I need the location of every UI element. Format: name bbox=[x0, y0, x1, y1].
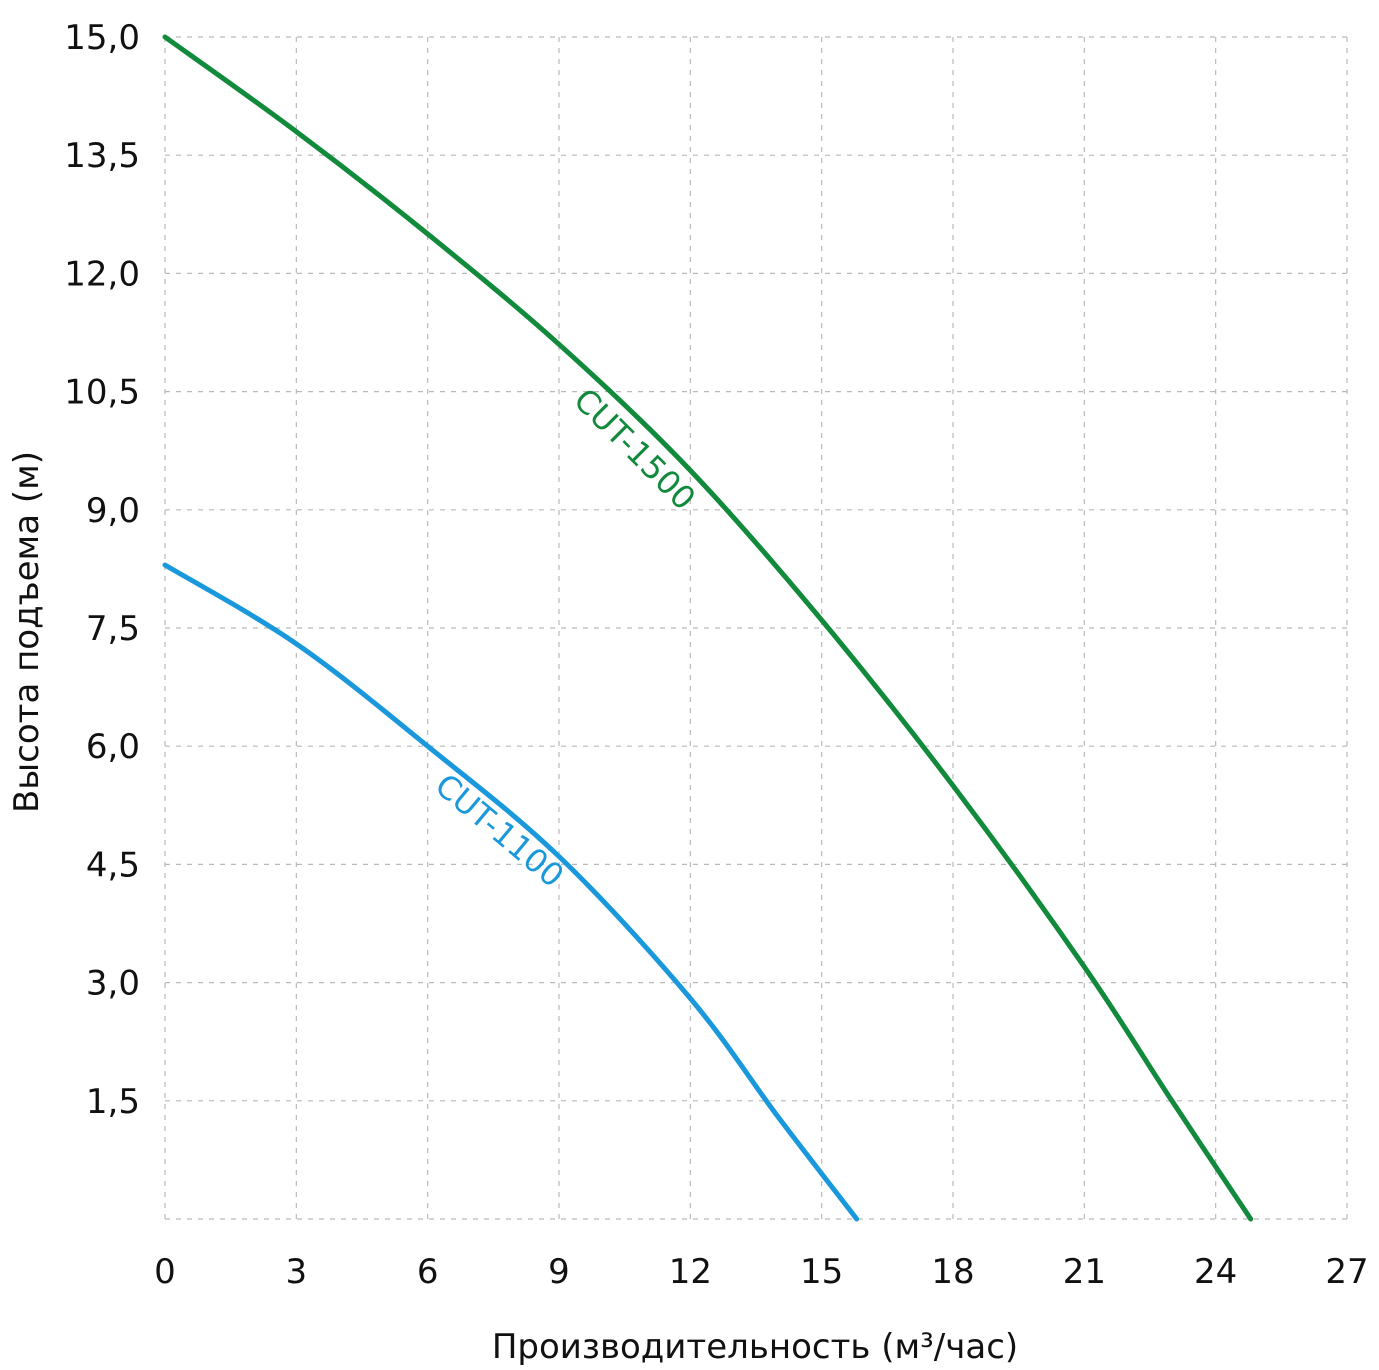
y-axis-ticks: 1,5 3,0 4,5 6,0 7,5 9,0 10,5 12,0 13,5 15,0 bbox=[64, 18, 140, 1122]
y-tick-label: 7,5 bbox=[86, 609, 140, 649]
series-labels: CUT-1500 CUT-1100 bbox=[428, 381, 703, 895]
y-tick-label: 13,5 bbox=[64, 136, 140, 176]
x-tick-label: 3 bbox=[286, 1252, 308, 1292]
x-tick-label: 24 bbox=[1194, 1252, 1237, 1292]
x-tick-label: 27 bbox=[1325, 1252, 1368, 1292]
y-tick-label: 10,5 bbox=[64, 373, 140, 413]
x-tick-label: 6 bbox=[417, 1252, 439, 1292]
series-label-cut-1100: CUT-1100 bbox=[428, 766, 571, 895]
x-tick-label: 12 bbox=[669, 1252, 712, 1292]
x-tick-label: 9 bbox=[548, 1252, 570, 1292]
x-tick-label: 15 bbox=[800, 1252, 843, 1292]
series-lines bbox=[162, 34, 1254, 1222]
x-tick-label: 18 bbox=[931, 1252, 974, 1292]
x-axis-title: Производительность (м³/час) bbox=[492, 1327, 1018, 1367]
y-tick-label: 4,5 bbox=[86, 845, 140, 885]
x-axis-ticks: 0 3 6 9 12 15 18 21 24 27 bbox=[154, 1252, 1368, 1292]
y-axis-title: Высота подъема (м) bbox=[7, 451, 47, 813]
x-tick-label: 0 bbox=[154, 1252, 176, 1292]
y-tick-label: 15,0 bbox=[64, 18, 140, 58]
series-line-cut-1500 bbox=[162, 34, 1254, 1222]
y-tick-label: 9,0 bbox=[86, 491, 140, 531]
y-tick-label: 3,0 bbox=[86, 964, 140, 1004]
y-tick-label: 6,0 bbox=[86, 727, 140, 767]
grid bbox=[164, 36, 1348, 1220]
series-line-cut-1100 bbox=[162, 562, 860, 1222]
x-tick-label: 21 bbox=[1063, 1252, 1106, 1292]
series-label-cut-1500: CUT-1500 bbox=[566, 381, 703, 518]
y-tick-label: 12,0 bbox=[64, 254, 140, 294]
y-tick-label: 1,5 bbox=[86, 1082, 140, 1122]
